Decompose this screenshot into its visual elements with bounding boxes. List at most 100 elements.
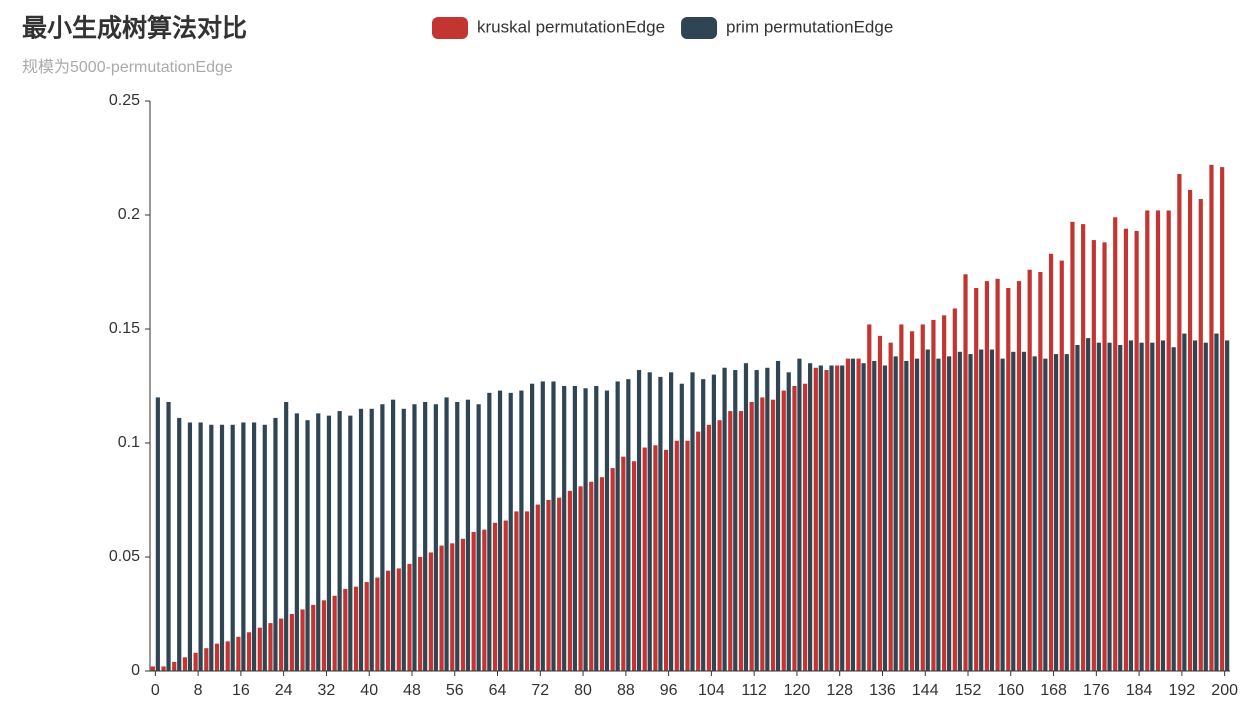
bar: [326, 415, 332, 671]
bar: [936, 358, 941, 671]
bar: [594, 386, 599, 671]
x-tick-label: 200: [1211, 682, 1238, 699]
bar: [669, 372, 674, 671]
bar: [621, 456, 626, 671]
bar: [214, 643, 220, 671]
bar: [920, 324, 925, 671]
bar: [818, 365, 823, 671]
bar: [984, 281, 990, 671]
bar: [1187, 189, 1193, 672]
bar: [1171, 347, 1176, 671]
bar: [989, 349, 995, 671]
bar: [1177, 173, 1182, 671]
x-tick-label: 88: [617, 682, 635, 699]
bar: [658, 376, 663, 671]
bar: [465, 399, 471, 671]
bar: [316, 413, 321, 671]
bar: [1203, 342, 1208, 671]
bar: [942, 315, 947, 671]
bar: [701, 379, 706, 671]
bar: [589, 481, 594, 671]
bar: [150, 666, 155, 671]
bar: [738, 411, 744, 671]
bar: [882, 365, 888, 671]
bar: [1081, 224, 1086, 671]
bar: [572, 386, 577, 671]
y-tick-label: 0.15: [109, 320, 140, 337]
bar: [754, 370, 759, 671]
bar: [1209, 164, 1214, 671]
bar: [636, 370, 642, 671]
bar: [813, 367, 818, 671]
bar: [1102, 242, 1107, 672]
bar: [166, 401, 171, 671]
y-tick-label: 0.1: [118, 434, 140, 451]
bar: [899, 324, 904, 671]
bar: [204, 648, 209, 671]
bar: [957, 351, 962, 671]
x-tick-label: 56: [446, 682, 464, 699]
bar: [968, 354, 973, 671]
bar: [390, 399, 396, 671]
bar: [1038, 272, 1043, 671]
bar: [348, 415, 353, 671]
bar: [155, 397, 160, 671]
bar: [888, 342, 893, 671]
bar: [1006, 287, 1011, 671]
bar: [1021, 351, 1027, 671]
bar: [551, 381, 556, 671]
bar: [209, 424, 214, 671]
bar: [979, 349, 984, 671]
bar: [262, 424, 267, 671]
bar: [562, 386, 567, 671]
bar: [792, 386, 797, 671]
bar: [412, 404, 417, 671]
bar: [840, 365, 845, 671]
bar: [1128, 340, 1134, 671]
bar: [439, 545, 444, 671]
bar: [540, 381, 545, 671]
bar: [781, 390, 786, 671]
bar: [257, 627, 262, 671]
bar: [1075, 344, 1080, 671]
bar: [850, 358, 855, 671]
bar: [525, 511, 530, 671]
bar: [909, 331, 915, 671]
chart-title: 最小生成树算法对比: [22, 14, 247, 43]
x-tick-label: 160: [997, 682, 1024, 699]
bar: [610, 468, 615, 671]
bar: [770, 399, 776, 671]
bar: [760, 397, 765, 671]
x-tick-label: 0: [151, 682, 160, 699]
bar: [642, 447, 647, 671]
bar: [904, 360, 909, 671]
bar: [268, 623, 273, 671]
y-tick-label: 0.05: [109, 548, 140, 565]
bar: [1070, 221, 1075, 671]
bar: [1096, 342, 1101, 671]
x-tick-label: 64: [489, 682, 507, 699]
x-tick-label: 112: [741, 682, 767, 699]
bar: [1000, 358, 1005, 671]
bar: [1048, 253, 1054, 671]
bar: [337, 411, 342, 671]
bar: [172, 661, 177, 671]
bar: [1113, 217, 1118, 671]
bar: [947, 356, 952, 671]
bar: [236, 636, 241, 671]
y-tick-label: 0.2: [118, 206, 140, 223]
bar: [1086, 338, 1091, 671]
bar: [925, 349, 930, 671]
bar: [476, 404, 481, 671]
bar: [187, 422, 193, 671]
bar: [696, 431, 701, 671]
bar: [482, 529, 487, 671]
bar: [995, 278, 1000, 671]
chart-subtitle: 规模为5000-permutationEdge: [22, 58, 233, 76]
bar: [893, 356, 898, 671]
bar: [1166, 210, 1171, 671]
bar: [835, 365, 840, 671]
legend-label: kruskal permutationEdge: [477, 17, 665, 36]
bar: [1220, 167, 1225, 671]
